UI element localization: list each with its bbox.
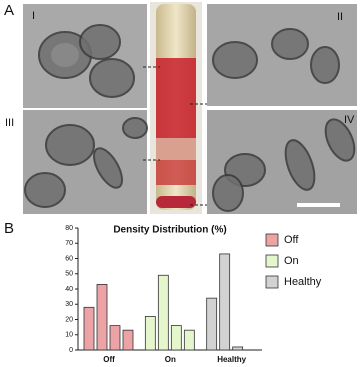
y-tick-label: 0	[69, 347, 73, 354]
bar	[206, 297, 218, 351]
bar	[122, 329, 134, 351]
legend-label: Off	[284, 234, 299, 246]
y-tick-label: 60	[65, 255, 73, 262]
bar	[157, 274, 169, 351]
bar	[83, 306, 95, 351]
x-tick-label: Healthy	[217, 355, 246, 364]
micrograph-label: II	[337, 11, 343, 23]
x-tick-label: On	[165, 355, 176, 364]
panel-label: A	[4, 2, 14, 19]
panel-label: B	[4, 220, 14, 237]
legend-swatch	[265, 233, 279, 247]
legend-swatch	[265, 275, 279, 289]
bar	[232, 346, 244, 351]
bar	[96, 284, 108, 351]
micrograph-label: IV	[344, 114, 355, 126]
chart: 0 10 20 30 40 50 60 70 80 Off Off On On Healthy Health…	[65, 225, 322, 364]
bar	[183, 329, 195, 351]
legend-label: On	[284, 255, 299, 267]
chart-title: Density Distribution (%)	[113, 225, 226, 236]
micrograph-label: I	[32, 10, 35, 22]
y-tick-label: 50	[65, 271, 73, 278]
micrograph-panel	[23, 4, 357, 214]
legend-label: Healthy	[284, 276, 322, 288]
bar	[219, 253, 231, 351]
bar	[170, 325, 182, 351]
density-tube	[143, 2, 207, 214]
micrograph-label: III	[5, 117, 14, 129]
y-tick-label: 30	[65, 301, 73, 308]
y-tick-label: 10	[65, 332, 73, 339]
y-tick-label: 70	[65, 240, 73, 247]
y-tick-label: 40	[65, 286, 73, 293]
y-tick-label: 20	[65, 316, 73, 323]
bar	[109, 325, 121, 351]
legend-swatch	[265, 254, 279, 268]
bar	[144, 316, 156, 351]
y-tick-label: 80	[65, 225, 73, 232]
x-tick-label: Off	[103, 355, 115, 364]
